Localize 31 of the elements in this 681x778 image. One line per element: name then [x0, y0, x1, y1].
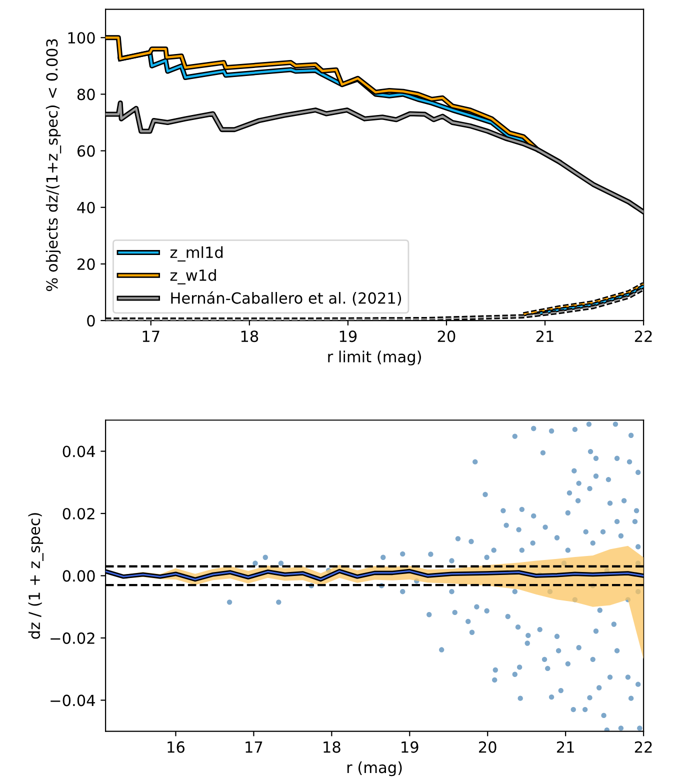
- x-tick-label: 17: [246, 742, 262, 753]
- x-tick-label: 19: [340, 330, 357, 342]
- y-axis-title: dz / (1 + z_spec): [28, 513, 44, 639]
- x-tick-label: 22: [634, 330, 652, 342]
- x-tick-label: 19: [402, 741, 418, 753]
- x-tick-label: 17: [142, 330, 160, 342]
- y-tick-label: 0.00: [62, 570, 95, 582]
- y-tick-label: 0: [87, 315, 95, 327]
- y-tick-label: 60: [77, 145, 95, 157]
- y-axis-title: % objects dz/(1+z_spec) < 0.003: [46, 39, 62, 292]
- legend-label: Hernán-Caballero et al. (2021): [171, 291, 402, 306]
- x-axis-title: r limit (mag): [328, 350, 421, 366]
- x-tick-label: 22: [634, 741, 652, 753]
- x-tick-label: 18: [241, 330, 258, 342]
- x-tick-label: 21: [536, 330, 554, 342]
- x-tick-label: 18: [324, 741, 340, 753]
- x-tick-label: 20: [438, 330, 456, 342]
- y-tick-label: 40: [77, 202, 95, 214]
- y-tick-label: −0.04: [50, 694, 95, 706]
- y-tick-label: 80: [77, 88, 95, 100]
- y-tick-label: 20: [78, 258, 95, 270]
- y-tick-label: −0.02: [50, 632, 94, 644]
- legend-label: z_ml1d: [170, 246, 223, 262]
- y-tick-label: 0.02: [62, 508, 94, 520]
- x-tick-label: 21: [556, 741, 574, 753]
- x-tick-label: 16: [168, 741, 184, 753]
- y-tick-label: 100: [68, 32, 95, 44]
- x-tick-label: 20: [479, 741, 496, 753]
- x-axis-title: r (mag): [347, 761, 402, 776]
- y-tick-label: 0.04: [62, 446, 95, 458]
- legend-label: z_w1d: [170, 269, 216, 284]
